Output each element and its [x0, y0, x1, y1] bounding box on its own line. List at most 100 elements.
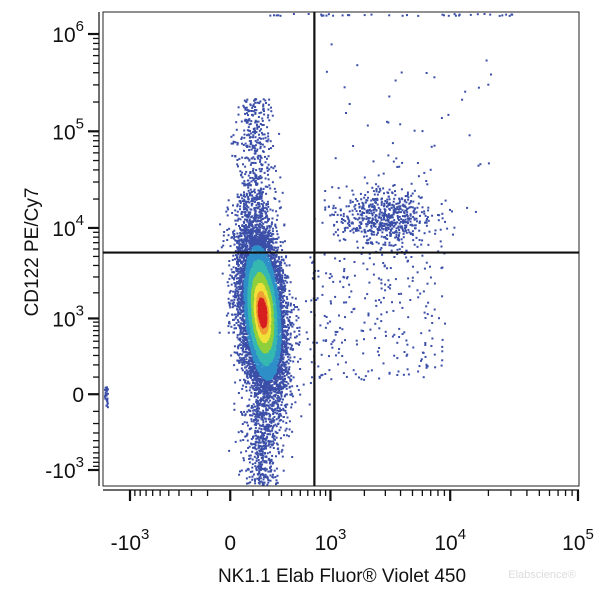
event-dot	[261, 143, 264, 146]
event-dot	[226, 239, 229, 241]
event-dot	[369, 220, 372, 223]
event-dot	[389, 232, 392, 235]
event-dot	[252, 227, 255, 230]
event-dot	[413, 212, 416, 215]
event-dot	[277, 388, 280, 391]
event-dot	[240, 136, 243, 139]
event-dot	[257, 464, 260, 467]
event-dot	[345, 375, 348, 378]
event-dot	[364, 297, 367, 300]
event-dot	[340, 220, 343, 223]
event-dot	[322, 14, 324, 17]
event-dot	[249, 481, 252, 484]
event-dot	[264, 253, 267, 255]
event-dot	[382, 296, 385, 299]
event-dot	[272, 386, 275, 389]
event-dot	[403, 215, 406, 218]
event-dot	[237, 249, 240, 252]
event-dot	[277, 256, 280, 259]
event-dot	[252, 247, 255, 250]
event-dot	[277, 417, 280, 420]
event-dot	[266, 166, 269, 169]
event-dot	[277, 377, 280, 380]
event-dot	[291, 395, 294, 398]
event-dot	[236, 314, 239, 317]
event-dot	[227, 331, 230, 334]
event-dot	[363, 231, 366, 234]
event-dot	[230, 299, 233, 302]
event-dot	[379, 210, 382, 213]
event-dot	[267, 219, 269, 222]
event-dot	[265, 395, 268, 397]
event-dot	[241, 171, 243, 174]
event-dot	[441, 217, 444, 220]
event-dot	[269, 385, 271, 388]
event-dot	[386, 224, 389, 227]
event-dot	[348, 224, 351, 226]
event-dot	[363, 235, 365, 238]
event-dot	[266, 476, 269, 479]
event-dot	[281, 191, 284, 194]
event-dot	[247, 337, 250, 340]
event-dot	[387, 216, 390, 218]
event-dot	[365, 223, 368, 225]
event-dot	[403, 253, 406, 255]
event-dot	[266, 210, 269, 213]
event-dot	[332, 14, 335, 17]
event-dot	[247, 222, 250, 225]
event-dot	[378, 327, 381, 330]
event-dot	[252, 131, 255, 134]
event-dot	[406, 213, 409, 216]
event-dot	[398, 229, 401, 231]
event-dot	[261, 236, 264, 239]
event-dot	[246, 98, 249, 101]
event-dot	[275, 250, 278, 252]
event-dot	[244, 355, 247, 358]
event-dot	[241, 358, 244, 361]
event-dot	[257, 446, 260, 449]
event-dot	[270, 244, 273, 247]
event-dot	[265, 460, 268, 463]
event-dot	[258, 167, 261, 170]
event-dot	[247, 215, 250, 217]
event-dot	[286, 332, 289, 335]
event-dot	[272, 275, 275, 278]
event-dot	[404, 228, 407, 231]
event-dot	[267, 429, 270, 431]
event-dot	[236, 143, 239, 146]
event-dot	[425, 180, 428, 182]
event-dot	[263, 427, 266, 430]
event-dot	[392, 225, 395, 228]
event-dot	[384, 289, 387, 292]
event-dot	[262, 105, 265, 108]
event-dot	[249, 211, 252, 214]
event-dot	[330, 275, 333, 278]
event-dot	[387, 154, 390, 157]
event-dot	[273, 402, 276, 405]
event-dot	[288, 264, 291, 267]
event-dot	[254, 452, 257, 455]
event-dot	[383, 192, 385, 195]
event-dot	[271, 475, 274, 478]
event-dot	[402, 229, 404, 232]
event-dot	[289, 311, 292, 314]
event-dot	[265, 437, 268, 440]
event-dot	[401, 215, 404, 218]
event-dot	[404, 199, 407, 202]
event-dot	[242, 144, 245, 146]
event-dot	[258, 438, 261, 441]
event-dot	[271, 248, 274, 251]
event-dot	[277, 297, 280, 300]
event-dot	[331, 213, 334, 216]
event-dot	[268, 396, 271, 399]
event-dot	[237, 165, 239, 168]
event-dot	[415, 236, 418, 239]
event-dot	[231, 313, 234, 316]
event-dot	[392, 309, 395, 312]
event-dot	[257, 154, 260, 157]
event-dot	[384, 200, 387, 202]
event-dot	[267, 439, 270, 442]
event-dot	[323, 314, 326, 317]
event-dot	[260, 450, 263, 453]
event-dot	[386, 217, 389, 220]
